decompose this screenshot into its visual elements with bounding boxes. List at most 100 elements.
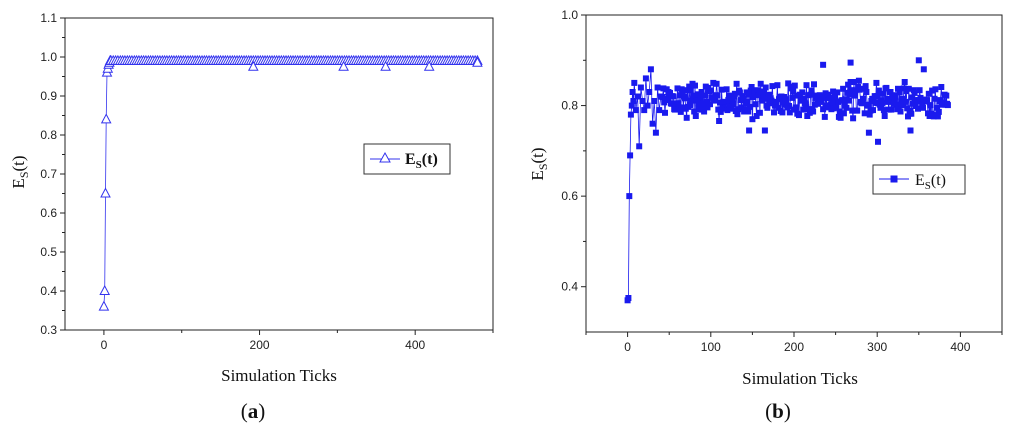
- panel-b-data-point: [741, 106, 748, 113]
- panel-b-data-point: [847, 79, 854, 85]
- panel-b-data-point: [710, 79, 717, 86]
- panel-b-data-point: [626, 193, 633, 200]
- panel-b-data-point: [833, 103, 840, 110]
- panel-b-data-point: [740, 95, 747, 102]
- panel-a-y-tick-label: 0.8: [40, 128, 57, 142]
- panel-b-data-point: [839, 97, 846, 104]
- panel-a-y-tick-label: 0.9: [40, 89, 57, 103]
- panel-a-chart: 0.3 0.4 0.5 0.6 0.7 0.8 0.9 1.0 1.1 0 200 400 Simu…: [9, 11, 494, 423]
- panel-b-data-point: [883, 84, 890, 91]
- panel-b-legend-label-sub: S: [925, 180, 931, 192]
- panel-b-data-point: [880, 107, 887, 114]
- panel-b-data-point: [659, 94, 666, 100]
- panel-a-y-axis-title-sub: S: [17, 171, 31, 178]
- panel-b-data-point: [691, 108, 698, 115]
- panel-b-data-point: [697, 106, 703, 113]
- panel-b-data-point: [789, 94, 796, 101]
- panel-a-data-point: [423, 60, 435, 71]
- panel-b-data-point: [826, 94, 833, 101]
- panel-b-data-point: [625, 295, 632, 301]
- panel-b-data-point: [885, 98, 891, 105]
- panel-b-data-point: [897, 108, 904, 115]
- panel-a-data-point: [338, 60, 349, 71]
- panel-b-data-point: [677, 92, 683, 99]
- panel-b-data-point: [842, 96, 849, 103]
- panel-b-data-point: [877, 104, 884, 111]
- panel-b-data-point: [775, 104, 782, 111]
- panel-b-data-point: [713, 80, 720, 87]
- panel-b-data-point: [891, 97, 898, 104]
- panel-b-data-point: [734, 111, 741, 118]
- panel-b-data-point: [880, 90, 886, 97]
- panel-b-data-point: [692, 82, 698, 89]
- panel-b-data-point: [632, 107, 639, 114]
- panel-b-data-point: [642, 75, 649, 82]
- panel-b-data-point: [807, 91, 814, 98]
- panel-b-data-point: [899, 95, 906, 102]
- panel-b-data-point: [849, 107, 856, 114]
- panel-b-x-axis-title: Simulation Ticks: [742, 369, 858, 388]
- panel-b-data-point: [649, 120, 656, 127]
- panel-b-data-point: [717, 108, 724, 115]
- panel-b-data-point: [687, 102, 693, 109]
- panel-b-data-point: [843, 104, 850, 111]
- panel-b-data-point: [825, 91, 832, 98]
- panel-b-data-point: [707, 101, 713, 108]
- panel-b-data-point: [756, 109, 763, 116]
- panel-b-data-point: [771, 109, 777, 116]
- panel-b-data-point: [698, 89, 705, 95]
- panel-b-data-point: [829, 99, 836, 106]
- panel-b-data-point: [820, 61, 827, 68]
- panel-b-data-point: [647, 66, 654, 73]
- panel-b-data-point: [714, 92, 721, 99]
- panel-a-data-point: [100, 187, 111, 198]
- panel-b-x-tick-label: 300: [867, 340, 887, 354]
- panel-b-data-point: [850, 115, 857, 122]
- panel-b-legend: ES(t): [872, 164, 966, 195]
- panel-b-data-point: [821, 113, 828, 120]
- panel-b-data-point: [810, 108, 817, 115]
- panel-b-data-point: [850, 79, 857, 85]
- panel-b-data-point: [920, 104, 926, 111]
- panel-a-marks: [98, 54, 483, 311]
- panel-b-data-point: [924, 97, 931, 104]
- panel-b-data-point: [664, 97, 671, 104]
- panel-b-y-axis-title: ES(t): [528, 147, 550, 180]
- panel-b-data-point: [909, 94, 916, 101]
- panel-b-data-point: [696, 102, 703, 109]
- panel-b-data-point: [895, 85, 901, 92]
- panel-a-y-tick-label: 0.3: [40, 323, 57, 337]
- panel-b-data-point: [636, 143, 643, 150]
- panel-b-y-tick-label: 1.0: [561, 8, 578, 22]
- panel-b-data-point: [752, 101, 759, 108]
- panel-b-data-point: [660, 85, 667, 92]
- panel-b-data-point: [629, 89, 636, 95]
- panel-b-legend-label-main: E: [915, 172, 925, 189]
- panel-b-data-point: [721, 98, 728, 105]
- panel-b-data-point: [834, 89, 841, 96]
- panel-a-legend-marker: [379, 151, 391, 163]
- panel-b-x-tick-label: 400: [950, 340, 970, 354]
- panel-b-x-tick-label: 0: [624, 340, 631, 354]
- panel-b-data-point: [870, 107, 876, 114]
- panel-b-data-point: [863, 89, 870, 95]
- panel-b-data-point: [628, 102, 635, 109]
- panel-b-data-point: [723, 86, 730, 93]
- panel-b-data-point: [874, 93, 881, 100]
- panel-a-y-axis-title-suffix: (t): [9, 155, 28, 171]
- panel-a-data-point: [100, 113, 112, 124]
- panel-a-legend-label-main: E: [405, 151, 416, 168]
- panel-b-data-point: [904, 105, 911, 112]
- panel-a-y-tick-label: 0.5: [40, 245, 57, 259]
- panel-b-data-point: [744, 98, 751, 105]
- panel-b-data-point: [944, 102, 951, 109]
- panel-b-data-point: [907, 127, 914, 134]
- panel-a-data-point: [99, 284, 111, 295]
- panel-b-data-point: [760, 92, 767, 99]
- panel-b-data-point: [684, 87, 691, 94]
- panel-a-label-letter: a: [248, 399, 259, 423]
- panel-b-data-point: [687, 87, 694, 94]
- panel-b-data-point: [693, 94, 700, 101]
- panel-b-data-point: [746, 103, 753, 110]
